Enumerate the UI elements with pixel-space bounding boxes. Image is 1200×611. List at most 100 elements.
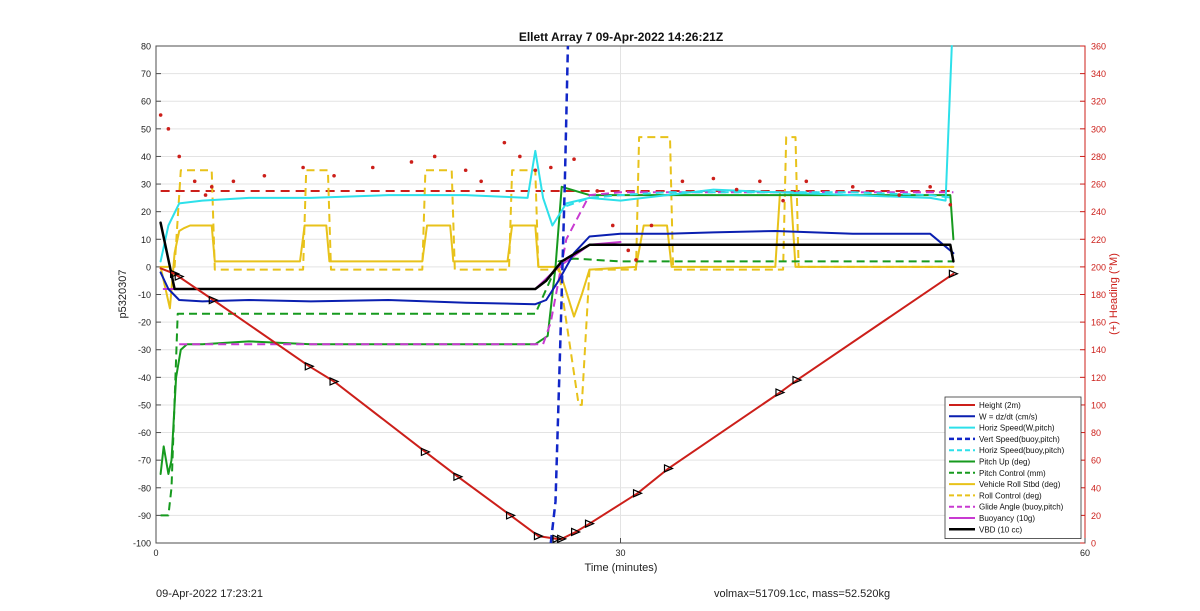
y2-tick-label: 120 xyxy=(1091,373,1106,383)
heading-point xyxy=(758,179,762,184)
heading-point xyxy=(332,173,336,178)
y2-tick-label: 40 xyxy=(1091,483,1101,493)
heading-point xyxy=(549,165,553,170)
y2-tick-label: 0 xyxy=(1091,539,1096,549)
y-tick-label: 30 xyxy=(141,180,151,190)
height-marker xyxy=(792,375,803,385)
heading-point xyxy=(203,193,208,197)
legend-label: Horiz Speed(W,pitch) xyxy=(979,424,1055,433)
heading-point xyxy=(897,193,901,197)
y2-tick-label: 340 xyxy=(1091,69,1106,79)
heading-point xyxy=(626,248,631,253)
height-marker xyxy=(584,519,596,529)
x-tick-label: 0 xyxy=(153,548,158,558)
y2-tick-label: 20 xyxy=(1091,511,1101,521)
series-vert-speed-buoy-pitch xyxy=(549,45,570,544)
y-tick-label: -90 xyxy=(138,511,151,521)
x-tick-label: 30 xyxy=(615,548,625,558)
legend-label: Horiz Speed(buoy,pitch) xyxy=(979,446,1065,455)
heading-point xyxy=(595,189,600,193)
y-tick-label: -10 xyxy=(138,290,151,300)
y-tick-label: -100 xyxy=(133,539,151,549)
height-marker xyxy=(169,269,181,279)
legend-label: Buoyancy (10g) xyxy=(979,514,1035,523)
heading-point xyxy=(502,140,507,145)
heading-point xyxy=(649,223,654,228)
y2-tick-label: 200 xyxy=(1091,262,1106,272)
y-tick-label: -60 xyxy=(138,428,151,438)
legend-label: Pitch Up (deg) xyxy=(979,458,1030,467)
x-tick-label: 60 xyxy=(1080,548,1090,558)
y-axis-label-right: (+) Heading (°M) xyxy=(1108,253,1120,335)
y2-tick-label: 60 xyxy=(1091,456,1101,466)
y-tick-label: -80 xyxy=(138,483,151,493)
heading-point xyxy=(572,157,576,162)
y2-tick-label: 320 xyxy=(1091,97,1106,107)
height-marker xyxy=(505,510,517,520)
heading-point xyxy=(781,198,785,203)
y2-tick-label: 140 xyxy=(1091,345,1106,355)
heading-point xyxy=(231,179,236,184)
plot-area: -100-90-80-70-60-50-40-30-20-10010203040… xyxy=(133,42,1106,559)
heading-point xyxy=(711,176,716,181)
x-axis-label: Time (minutes) xyxy=(585,562,658,574)
series-vbd-10-cc xyxy=(159,221,955,291)
heading-point xyxy=(262,173,267,178)
height-marker xyxy=(948,269,959,279)
heading-point xyxy=(301,165,305,170)
heading-point xyxy=(432,154,437,159)
heading-point xyxy=(804,179,809,184)
heading-point xyxy=(463,168,468,173)
y2-tick-label: 100 xyxy=(1091,400,1106,410)
height-marker xyxy=(174,272,185,281)
legend-label: Vehicle Roll Stbd (deg) xyxy=(979,480,1061,489)
heading-point xyxy=(518,154,522,159)
y-tick-label: -30 xyxy=(138,345,151,355)
heading-point xyxy=(409,160,414,164)
legend-label: VBD (10 cc) xyxy=(979,525,1022,534)
heading-point xyxy=(479,179,483,184)
heading-point xyxy=(928,185,932,189)
y-axis-label-left: p5320307 xyxy=(117,270,129,319)
legend-label: Roll Control (deg) xyxy=(979,491,1042,500)
legend-label: Glide Angle (buoy,pitch) xyxy=(979,503,1064,512)
y2-tick-label: 300 xyxy=(1091,124,1106,134)
legend-label: Vert Speed(buoy,pitch) xyxy=(979,435,1060,444)
series-height-2m xyxy=(159,267,955,540)
series-w-dz-dt-cm-s xyxy=(159,230,955,306)
heading-point xyxy=(177,154,182,159)
chart-title: Ellett Array 7 09-Apr-2022 14:26:21Z xyxy=(519,30,723,44)
heading-point xyxy=(850,185,855,189)
y2-tick-label: 220 xyxy=(1091,235,1106,245)
heading-point xyxy=(533,168,538,173)
height-marker xyxy=(420,447,431,457)
footer-timestamp: 09-Apr-2022 17:23:21 xyxy=(156,588,264,600)
series-horiz-speed-buoy-pitch xyxy=(565,191,954,208)
footer-info: volmax=51709.1cc, mass=52.520kg xyxy=(714,588,891,600)
heading-point xyxy=(948,202,953,207)
y-tick-label: 80 xyxy=(141,42,151,52)
y-tick-label: 10 xyxy=(141,235,151,245)
series-horiz-speed-w-pitch xyxy=(159,45,953,263)
y2-tick-label: 180 xyxy=(1091,290,1106,300)
y2-tick-label: 80 xyxy=(1091,428,1101,438)
legend-box xyxy=(944,396,1082,540)
y-tick-label: -40 xyxy=(138,373,151,383)
legend-label: W = dz/dt (cm/s) xyxy=(979,412,1038,421)
height-marker xyxy=(208,295,219,305)
y-tick-label: 0 xyxy=(146,262,151,272)
y2-tick-label: 160 xyxy=(1091,318,1106,328)
heading-point xyxy=(209,185,214,189)
heading-point xyxy=(370,165,375,170)
series-vehicle-roll-stbd-deg xyxy=(159,191,955,318)
y-tick-label: 60 xyxy=(141,97,151,107)
height-marker xyxy=(663,464,674,473)
heading-point xyxy=(634,258,638,262)
height-marker xyxy=(304,361,315,371)
y-tick-label: 70 xyxy=(141,69,151,79)
legend-label: Height (2m) xyxy=(979,401,1021,410)
height-marker xyxy=(632,488,644,498)
y-tick-label: 40 xyxy=(141,152,151,162)
heading-point xyxy=(610,223,615,228)
